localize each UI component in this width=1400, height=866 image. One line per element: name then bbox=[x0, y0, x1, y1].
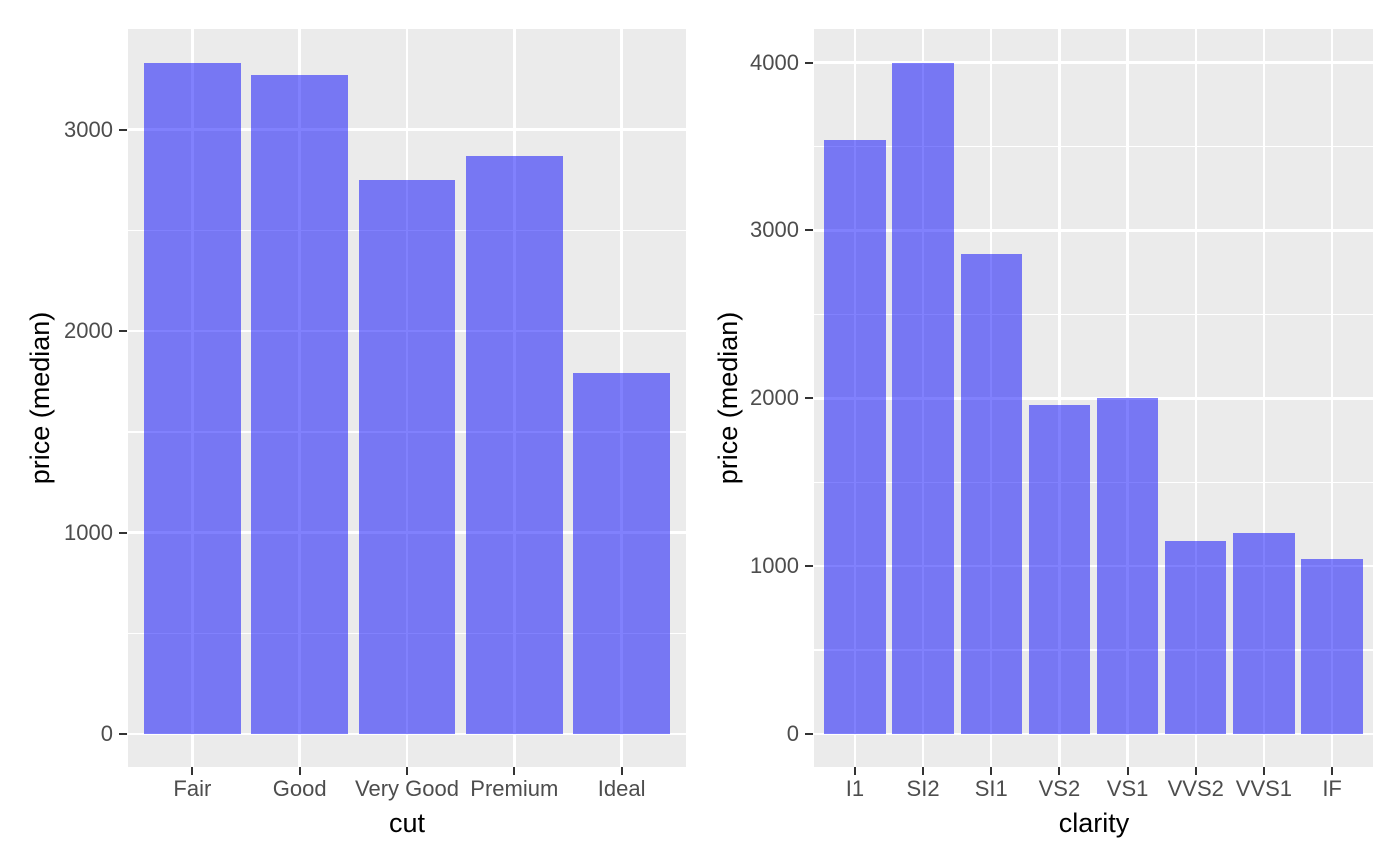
x-axis-tick-label-si2: SI2 bbox=[906, 776, 940, 801]
y-axis-tick-label: 1000 bbox=[750, 553, 799, 579]
y-axis-tick-mark bbox=[805, 733, 813, 735]
y-axis-tick-label: 0 bbox=[100, 721, 113, 746]
x-axis-tick-mark bbox=[990, 767, 993, 775]
x-axis-title-clarity: clarity bbox=[1058, 808, 1130, 838]
gridline-minor-horizontal bbox=[814, 481, 1373, 483]
y-axis-tick-label: 3000 bbox=[750, 217, 799, 243]
bar-good bbox=[251, 75, 348, 734]
x-axis-tick-mark bbox=[1126, 767, 1129, 775]
y-axis-tick-mark bbox=[119, 128, 127, 131]
x-axis-tick-mark bbox=[406, 767, 408, 775]
y-axis-tick-mark bbox=[805, 397, 813, 400]
x-axis-tick-label-i1: I1 bbox=[845, 776, 865, 801]
y-axis-tick-mark bbox=[119, 330, 127, 333]
x-axis-tick-mark bbox=[1194, 767, 1197, 775]
bar-fair bbox=[144, 63, 241, 734]
y-axis-tick-label: 3000 bbox=[64, 116, 113, 142]
gridline-major-horizontal bbox=[128, 732, 686, 736]
x-axis-tick-label-si1: SI1 bbox=[974, 776, 1008, 801]
x-axis-title-cut: cut bbox=[388, 808, 426, 838]
y-axis-tick-mark bbox=[805, 61, 813, 64]
bar-premium bbox=[466, 155, 563, 734]
y-axis-tick-label: 2000 bbox=[64, 318, 113, 344]
y-axis-tick-label: 0 bbox=[786, 721, 799, 746]
bar-vvs1 bbox=[1233, 532, 1295, 734]
gridline-major-horizontal bbox=[128, 128, 686, 131]
x-axis-tick-label-very-good: Very Good bbox=[355, 776, 459, 801]
bar-ideal bbox=[573, 373, 670, 734]
gridline-minor-horizontal bbox=[814, 313, 1373, 316]
gridline-major-horizontal bbox=[814, 397, 1373, 400]
y-axis-tick-mark bbox=[805, 565, 813, 568]
gridline-major-horizontal bbox=[814, 564, 1373, 568]
y-axis-tick-mark bbox=[119, 531, 127, 534]
bar-if bbox=[1301, 559, 1363, 734]
x-axis-tick-mark bbox=[513, 767, 516, 775]
y-axis-tick-label: 1000 bbox=[64, 519, 113, 545]
bar-vs2 bbox=[1028, 405, 1091, 734]
y-axis-tick-mark bbox=[119, 733, 127, 735]
x-axis-tick-mark bbox=[1262, 767, 1265, 775]
x-axis-tick-mark bbox=[922, 767, 925, 775]
bar-i1 bbox=[824, 139, 886, 734]
x-axis-tick-label-premium: Premium bbox=[470, 776, 559, 801]
x-axis-tick-label-ideal: Ideal bbox=[597, 776, 646, 801]
gridline-major-horizontal bbox=[814, 229, 1373, 232]
x-axis-tick-mark bbox=[1331, 767, 1334, 775]
x-axis-tick-mark bbox=[298, 767, 301, 775]
bar-vs1 bbox=[1096, 398, 1159, 734]
y-axis-tick-label: 2000 bbox=[750, 385, 799, 411]
x-axis-tick-label-good: Good bbox=[272, 776, 327, 801]
x-axis-tick-label-vs2: VS2 bbox=[1038, 776, 1081, 801]
y-axis-tick-mark bbox=[805, 229, 813, 232]
gridline-major-horizontal bbox=[814, 732, 1373, 736]
bar-vvs2 bbox=[1165, 540, 1227, 734]
x-axis-tick-mark bbox=[1058, 767, 1061, 775]
x-axis-tick-label-if: IF bbox=[1322, 776, 1342, 801]
gridline-minor-horizontal bbox=[814, 649, 1373, 651]
x-axis-tick-mark bbox=[191, 767, 194, 775]
gridline-minor-horizontal bbox=[814, 145, 1373, 148]
bar-si2 bbox=[892, 62, 954, 734]
x-axis-tick-label-vvs2: VVS2 bbox=[1167, 776, 1224, 801]
bar-si1 bbox=[960, 253, 1022, 734]
bar-very-good bbox=[358, 180, 456, 734]
x-axis-tick-label-vs1: VS1 bbox=[1106, 776, 1149, 801]
gridline-major-horizontal bbox=[814, 61, 1373, 64]
x-axis-tick-mark bbox=[620, 767, 623, 775]
x-axis-tick-mark bbox=[853, 767, 856, 775]
x-axis-tick-label-vvs1: VVS1 bbox=[1235, 776, 1293, 801]
y-axis-tick-label: 4000 bbox=[750, 49, 799, 75]
x-axis-tick-label-fair: Fair bbox=[173, 776, 212, 801]
